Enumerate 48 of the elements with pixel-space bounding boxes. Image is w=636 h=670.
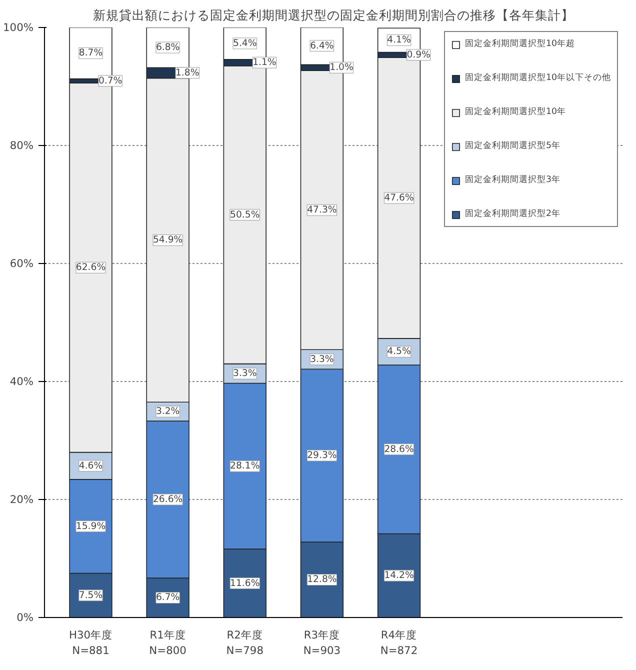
y-tick-label: 20% bbox=[10, 493, 34, 506]
y-tick-label: 40% bbox=[10, 375, 34, 388]
y-tick-label: 80% bbox=[10, 139, 34, 152]
legend-label: 固定金利期間選択型10年超 bbox=[464, 38, 575, 50]
y-tick-label: 60% bbox=[10, 257, 34, 270]
data-label: 50.5% bbox=[230, 209, 260, 220]
chart-title: 新規貸出額における固定金利期間選択型の固定金利期間別割合の推移【各年集計】 bbox=[93, 8, 574, 22]
data-label: 47.3% bbox=[307, 204, 337, 216]
x-tick-label: R4年度 N=872 bbox=[380, 628, 418, 658]
data-label: 3.3% bbox=[233, 368, 257, 380]
data-label: 0.7% bbox=[98, 75, 122, 86]
data-label: 26.6% bbox=[152, 494, 183, 505]
data-label: 1.1% bbox=[252, 57, 276, 68]
x-tick-label: R3年度 N=903 bbox=[303, 628, 341, 658]
data-label: 3.3% bbox=[310, 354, 334, 365]
data-label: 28.1% bbox=[230, 460, 260, 472]
data-label: 4.5% bbox=[387, 346, 411, 358]
y-tick-label: 0% bbox=[16, 611, 34, 624]
x-tick-label: R2年度 N=798 bbox=[226, 628, 264, 658]
data-label: 1.8% bbox=[176, 67, 200, 78]
data-label: 7.5% bbox=[78, 590, 103, 601]
data-label: 28.6% bbox=[384, 444, 414, 455]
legend-label: 固定金利期間選択型10年以下その他 bbox=[464, 72, 611, 84]
data-label: 5.4% bbox=[233, 38, 257, 49]
data-label: 0.9% bbox=[406, 49, 431, 60]
x-tick-label: R1年度 N=800 bbox=[149, 628, 187, 658]
data-label: 14.2% bbox=[384, 570, 414, 582]
data-label: 4.1% bbox=[387, 34, 411, 46]
y-tick-label: 100% bbox=[3, 21, 34, 34]
data-label: 6.4% bbox=[310, 40, 334, 52]
data-label: 6.8% bbox=[156, 42, 180, 54]
data-label: 54.9% bbox=[152, 234, 183, 246]
data-label: 1.0% bbox=[330, 62, 354, 74]
data-label: 8.7% bbox=[78, 48, 103, 59]
x-tick-label: H30年度 N=881 bbox=[68, 628, 113, 658]
data-label: 6.7% bbox=[156, 592, 180, 604]
legend-label: 固定金利期間選択型5年 bbox=[464, 140, 560, 152]
data-label: 62.6% bbox=[76, 262, 106, 274]
data-label: 3.2% bbox=[156, 406, 180, 418]
data-label: 12.8% bbox=[307, 574, 337, 586]
data-label: 15.9% bbox=[76, 520, 106, 532]
data-label: 47.6% bbox=[384, 192, 414, 204]
data-label: 29.3% bbox=[307, 450, 337, 462]
data-label: 11.6% bbox=[230, 578, 260, 589]
legend-label: 固定金利期間選択型10年 bbox=[464, 106, 566, 118]
legend-label: 固定金利期間選択型3年 bbox=[464, 174, 560, 186]
legend-label: 固定金利期間選択型2年 bbox=[464, 208, 560, 220]
data-label: 4.6% bbox=[78, 460, 103, 472]
